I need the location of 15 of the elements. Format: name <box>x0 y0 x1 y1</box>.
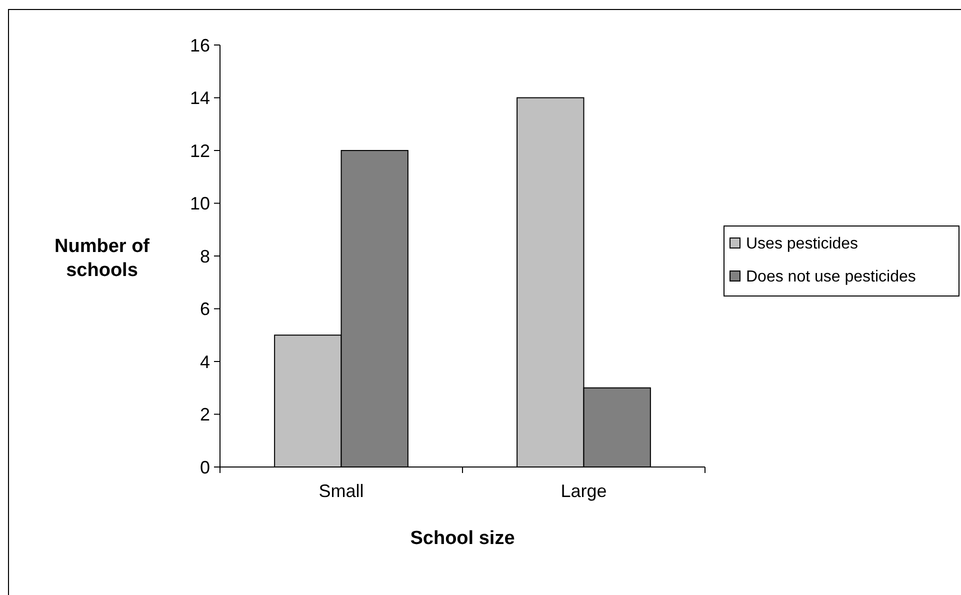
y-tick-label: 16 <box>190 35 210 56</box>
y-tick-label: 14 <box>190 88 210 108</box>
y-tick-label: 0 <box>200 457 210 478</box>
y-tick-label: 6 <box>200 299 210 320</box>
y-axis-title: Number of schools <box>54 236 150 281</box>
y-tick-label: 12 <box>190 140 210 161</box>
y-tick-label: 10 <box>190 194 210 214</box>
x-tick-label: Large <box>560 481 607 501</box>
y-tick-label: 4 <box>200 352 210 372</box>
legend-label: Uses pesticides <box>746 236 858 253</box>
x-axis-title: School size <box>410 528 515 549</box>
y-tick-label: 2 <box>200 404 210 425</box>
y-tick-label: 8 <box>200 246 210 266</box>
x-tick-label: Small <box>318 481 364 501</box>
legend-label: Does not use pesticides <box>746 268 916 286</box>
